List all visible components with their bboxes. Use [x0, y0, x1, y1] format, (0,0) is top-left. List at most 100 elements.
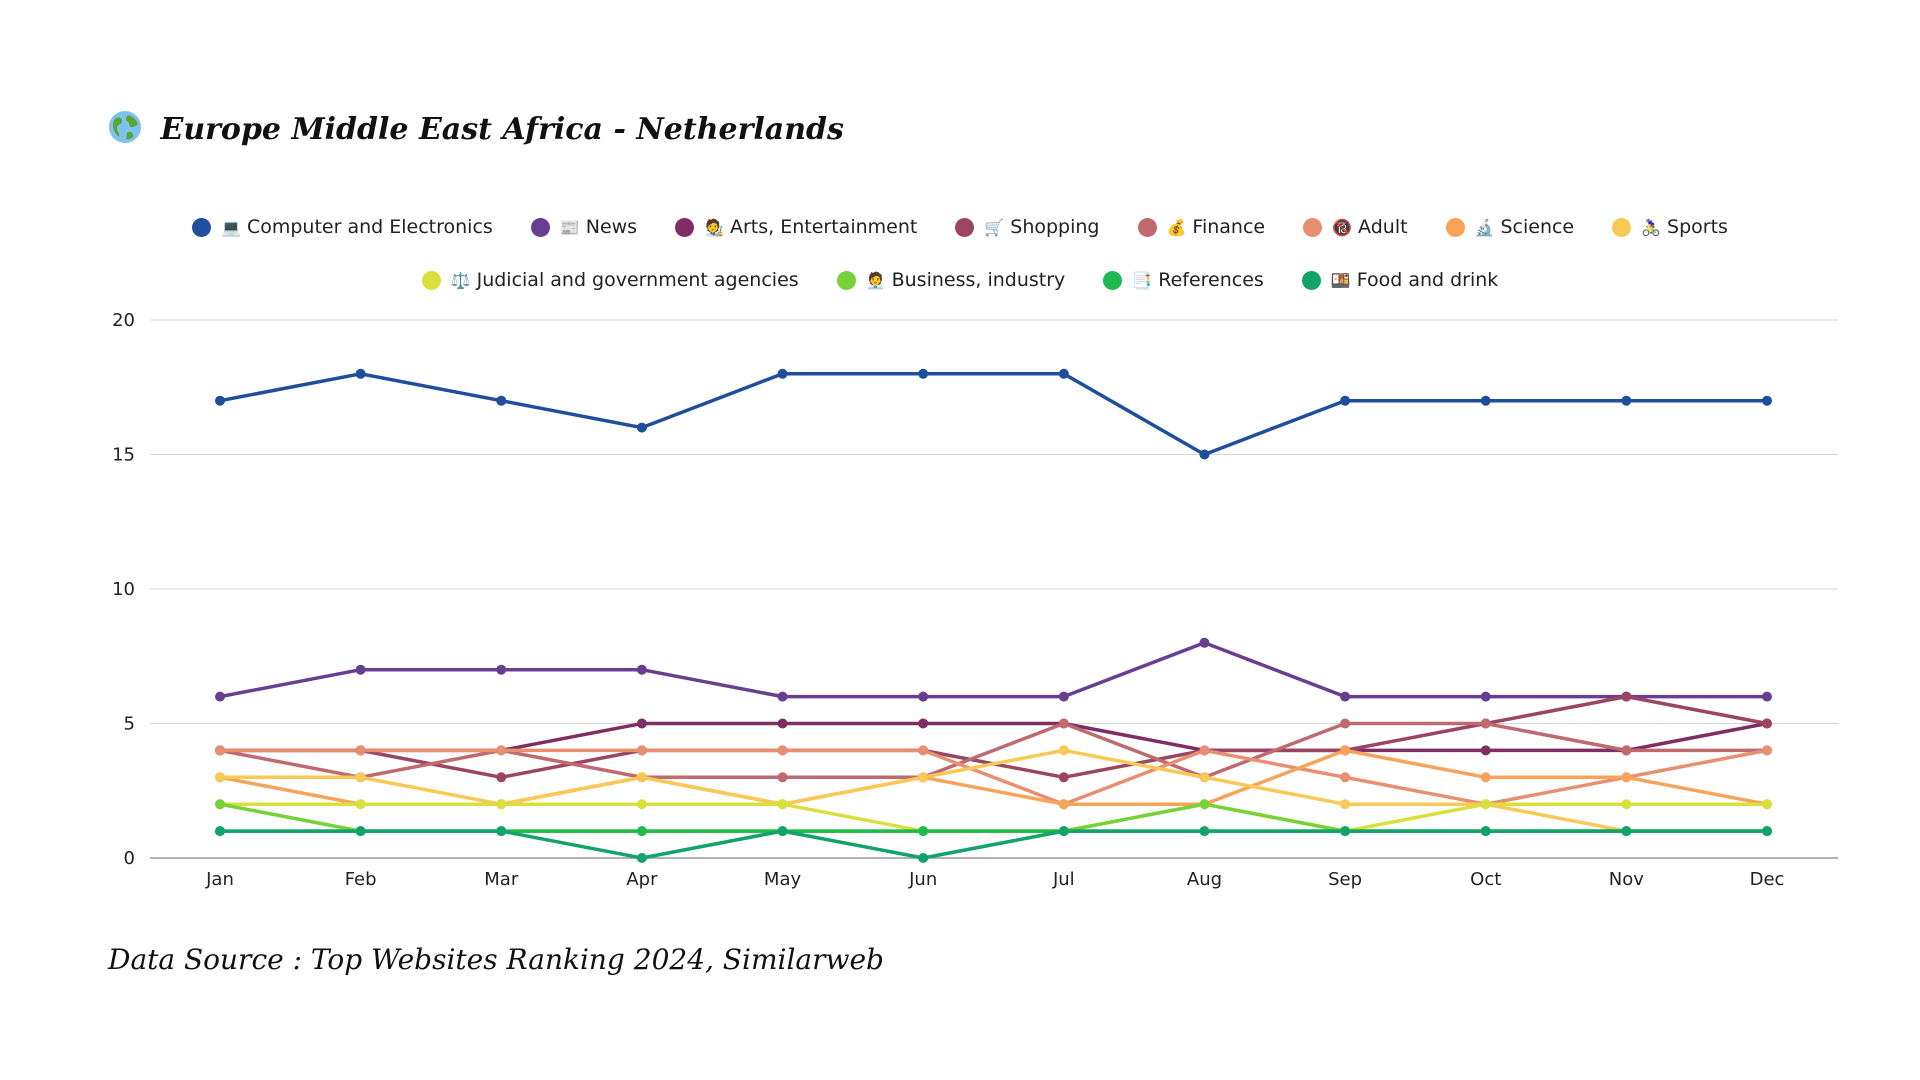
shopping-cart-icon: 🛒: [984, 217, 1005, 237]
scales-icon: ⚖️: [450, 270, 471, 290]
data-point: [496, 395, 507, 406]
legend-item[interactable]: 📰 News: [530, 216, 637, 238]
data-point: [215, 691, 225, 702]
x-tick-label: Aug: [1187, 869, 1222, 890]
data-point: [1058, 745, 1069, 756]
data-point: [1199, 637, 1210, 648]
legend-label: Food and drink: [1356, 269, 1499, 291]
legend-swatch: [1137, 217, 1157, 237]
office-worker-icon: 🧑‍💼: [865, 270, 886, 290]
data-point: [1621, 826, 1632, 837]
data-point: [1621, 395, 1632, 406]
data-point: [636, 826, 647, 837]
x-tick-label: May: [764, 869, 802, 890]
series-line: [218, 372, 1769, 457]
y-tick-label: 5: [124, 714, 135, 735]
data-point: [777, 772, 788, 783]
data-point: [918, 772, 929, 783]
data-point: [1340, 799, 1351, 810]
data-point: [1058, 691, 1069, 702]
data-point: [636, 718, 647, 729]
data-point: [636, 853, 647, 863]
data-point: [1199, 826, 1210, 837]
x-tick-label: Feb: [345, 869, 377, 890]
data-point: [355, 745, 366, 756]
legend-item[interactable]: 🔬 Science: [1445, 216, 1575, 238]
legend-swatch: [675, 217, 695, 237]
data-point: [496, 772, 507, 783]
legend-item[interactable]: 🧑‍🎨 Arts, Entertainment: [675, 216, 917, 238]
legend-item[interactable]: 📑 References: [1103, 269, 1264, 291]
legend-item[interactable]: 💰 Finance: [1137, 216, 1265, 238]
data-point: [777, 691, 788, 702]
chart-title-block: Europe Middle East Africa - Netherlands: [108, 110, 844, 152]
data-point: [1199, 772, 1210, 783]
legend-swatch: [836, 270, 856, 290]
data-point: [496, 799, 507, 810]
y-tick-label: 15: [112, 445, 135, 466]
data-point: [1480, 772, 1491, 783]
x-tick-label: Oct: [1470, 869, 1501, 890]
legend-item[interactable]: ⚖️ Judicial and government agencies: [421, 269, 799, 291]
bento-box-icon: 🍱: [1330, 270, 1351, 290]
data-point: [1480, 395, 1491, 406]
legend-item[interactable]: 🔞 Adult: [1303, 216, 1408, 238]
data-point: [1621, 772, 1632, 783]
data-source-caption: Data Source : Top Websites Ranking 2024,…: [108, 943, 884, 976]
bookmark-tabs-icon: 📑: [1132, 270, 1153, 290]
data-point: [215, 745, 225, 756]
legend-item[interactable]: 🛒 Shopping: [955, 216, 1100, 238]
data-point: [496, 664, 507, 675]
legend-item[interactable]: 🚴‍♀️ Sports: [1612, 216, 1728, 238]
data-point: [918, 745, 929, 756]
data-point: [1199, 449, 1210, 460]
data-point: [1762, 691, 1772, 702]
series-line: [218, 748, 1769, 806]
data-point: [636, 664, 647, 675]
data-point: [1340, 772, 1351, 783]
legend-row-1: 💻 Computer and Electronics 📰 News 🧑‍🎨 Arts, E…: [120, 216, 1800, 238]
legend-label: Arts, Entertainment: [730, 216, 918, 238]
data-point: [1480, 718, 1491, 729]
data-point: [1058, 799, 1069, 810]
legend-row-2: ⚖️ Judicial and government agencies 🧑‍💼 Bus…: [120, 269, 1800, 291]
money-bag-icon: 💰: [1166, 217, 1187, 237]
data-point: [1762, 799, 1772, 810]
data-point: [1058, 718, 1069, 729]
legend-item[interactable]: 💻 Computer and Electronics: [192, 216, 493, 238]
data-point: [215, 772, 225, 783]
legend-swatch: [192, 217, 212, 237]
globe-icon: [108, 110, 142, 152]
legend-label: Business, industry: [891, 269, 1066, 291]
series-line: [218, 748, 1769, 833]
legend-item[interactable]: 🧑‍💼 Business, industry: [836, 269, 1066, 291]
legend-swatch: [1303, 217, 1323, 237]
data-point: [636, 745, 647, 756]
adult-only-icon: 🔞: [1332, 217, 1353, 237]
legend-label: Science: [1500, 216, 1575, 238]
data-point: [1058, 826, 1069, 837]
x-tick-label: Sep: [1328, 869, 1362, 890]
data-point: [355, 799, 366, 810]
x-tick-label: Mar: [484, 869, 519, 890]
series-line: [218, 641, 1769, 699]
data-point: [1762, 718, 1772, 729]
x-tick-label: Jun: [908, 869, 937, 890]
series-line: [218, 802, 1769, 833]
legend-swatch: [530, 217, 550, 237]
newspaper-icon: 📰: [559, 217, 580, 237]
data-point: [1762, 826, 1772, 837]
data-point: [1480, 745, 1491, 756]
microscope-icon: 🔬: [1474, 217, 1495, 237]
legend-item[interactable]: 🍱 Food and drink: [1301, 269, 1499, 291]
data-point: [636, 772, 647, 783]
data-point: [777, 799, 788, 810]
data-point: [918, 853, 929, 863]
legend-swatch: [1103, 270, 1123, 290]
data-point: [918, 368, 929, 379]
data-point: [1340, 826, 1351, 837]
data-point: [918, 826, 929, 837]
data-point: [1340, 691, 1351, 702]
